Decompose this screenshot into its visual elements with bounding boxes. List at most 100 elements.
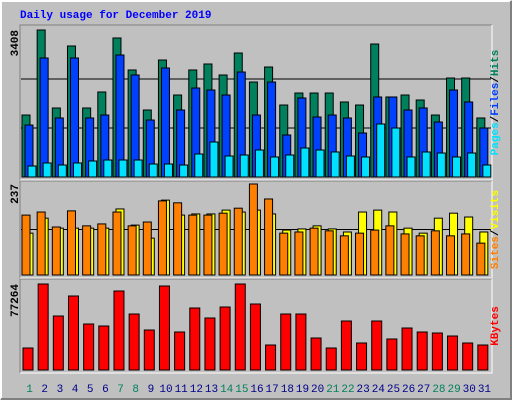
bar xyxy=(280,313,292,371)
legend-entry: Files xyxy=(490,83,502,116)
bar xyxy=(386,338,398,371)
legend-entry: Sites xyxy=(490,236,502,269)
bar xyxy=(361,156,371,178)
bar xyxy=(476,242,486,276)
bar xyxy=(406,156,416,178)
bar xyxy=(219,306,231,371)
x-tick-label: 11 xyxy=(175,384,189,396)
bar xyxy=(82,225,92,276)
bar xyxy=(179,164,189,178)
bar xyxy=(265,344,277,371)
bar xyxy=(66,210,76,276)
bar xyxy=(118,159,128,178)
bar xyxy=(42,162,52,178)
bar xyxy=(204,317,216,371)
bar xyxy=(142,221,152,276)
bar xyxy=(462,342,474,371)
x-tick-label: 19 xyxy=(296,384,309,396)
bar xyxy=(254,149,264,178)
x-tick-label: 1 xyxy=(26,384,33,396)
bar xyxy=(21,214,31,276)
bar xyxy=(194,153,204,178)
bar xyxy=(203,214,213,276)
bar xyxy=(345,155,355,178)
bar xyxy=(188,214,198,276)
bar xyxy=(294,231,304,276)
bar xyxy=(391,127,401,178)
y-tick-label: 3408 xyxy=(10,30,22,57)
x-tick-label: 9 xyxy=(148,384,155,396)
bar xyxy=(447,335,459,371)
y-tick-label: 237 xyxy=(10,184,22,204)
x-tick-label: 23 xyxy=(357,384,370,396)
bar xyxy=(371,320,383,371)
bar xyxy=(160,67,170,178)
bar xyxy=(97,223,107,276)
bar xyxy=(67,295,79,371)
bar xyxy=(115,54,125,178)
bar xyxy=(112,211,122,276)
bar xyxy=(83,323,95,371)
legend-entry: Pages xyxy=(490,122,502,155)
bar xyxy=(370,229,380,276)
bar xyxy=(461,233,471,276)
bar xyxy=(477,344,489,371)
plot-bevel-light xyxy=(20,279,493,374)
y-tick-label: 77264 xyxy=(10,284,22,317)
bar xyxy=(128,313,140,371)
bar xyxy=(133,159,143,178)
bar xyxy=(39,57,49,178)
bar xyxy=(224,155,234,178)
x-tick-label: 12 xyxy=(190,384,203,396)
bar xyxy=(209,141,219,178)
bar xyxy=(279,232,289,276)
bar xyxy=(416,331,428,371)
bar xyxy=(127,225,137,276)
bar xyxy=(330,151,340,178)
bar xyxy=(340,320,352,371)
bar xyxy=(57,164,67,178)
x-tick-label: 13 xyxy=(205,384,218,396)
bar xyxy=(421,151,431,178)
x-tick-label: 30 xyxy=(463,384,476,396)
x-tick-label: 3 xyxy=(57,384,64,396)
x-tick-label: 5 xyxy=(87,384,94,396)
x-tick-label: 4 xyxy=(72,384,79,396)
bar xyxy=(174,331,186,371)
bar xyxy=(295,313,307,371)
legend: KBytes xyxy=(490,306,502,346)
x-tick-label: 18 xyxy=(281,384,294,396)
bar xyxy=(309,227,319,276)
bar xyxy=(324,230,334,276)
bar xyxy=(51,226,61,276)
bar xyxy=(72,162,82,178)
x-tick-label: 7 xyxy=(117,384,124,396)
x-tick-label: 31 xyxy=(478,384,492,396)
x-tick-label: 29 xyxy=(447,384,460,396)
bar xyxy=(300,147,310,178)
bar xyxy=(27,165,37,178)
bar xyxy=(467,152,477,178)
bar xyxy=(233,207,243,276)
bar xyxy=(173,202,183,276)
x-tick-label: 21 xyxy=(326,384,340,396)
legend-separator: / xyxy=(490,115,502,122)
chart-title: Daily usage for December 2019 xyxy=(20,10,211,22)
bar xyxy=(400,233,410,276)
x-tick-label: 24 xyxy=(372,384,386,396)
bar xyxy=(431,332,443,371)
x-tick-label: 28 xyxy=(432,384,445,396)
x-tick-label: 14 xyxy=(220,384,234,396)
bar xyxy=(234,283,246,371)
bar xyxy=(98,325,110,371)
bar xyxy=(113,290,125,371)
x-tick-label: 2 xyxy=(41,384,48,396)
bar xyxy=(446,235,456,276)
bar xyxy=(218,212,228,276)
legend: Sites/Visits xyxy=(490,190,502,269)
x-tick-label: 20 xyxy=(311,384,324,396)
x-tick-label: 26 xyxy=(402,384,415,396)
bar xyxy=(436,152,446,178)
